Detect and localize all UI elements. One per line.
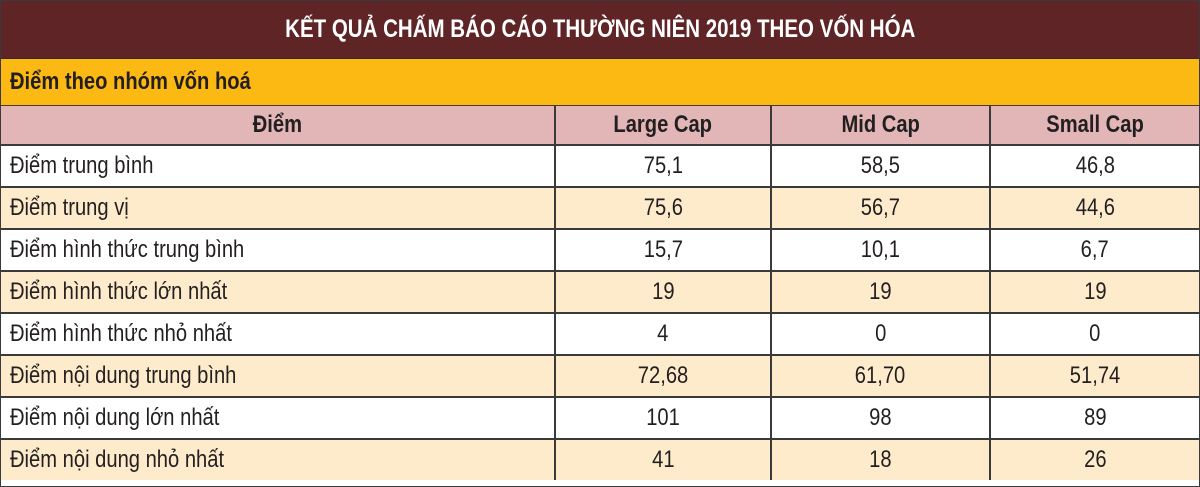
table-row: Điểm hình thức trung bình 15,7 10,1 6,7 [1, 229, 1199, 272]
table-row: Điểm hình thức lớn nhất 19 19 19 [1, 271, 1199, 314]
large-cap-value: 75,6 [555, 187, 772, 230]
large-cap-value: 19 [555, 271, 772, 314]
table-row: Điểm trung bình 75,1 58,5 46,8 [1, 145, 1199, 188]
column-header-score: Điểm [1, 106, 556, 146]
small-cap-value: 0 [990, 313, 1199, 356]
row-label: Điểm nội dung trung bình [1, 355, 556, 398]
mid-cap-value: 10,1 [771, 229, 991, 272]
row-label: Điểm hình thức nhỏ nhất [1, 313, 556, 356]
small-cap-value: 6,7 [990, 229, 1199, 272]
mid-cap-value: 58,5 [771, 145, 991, 188]
table-subtitle-text: Điểm theo nhóm vốn hoá [10, 68, 251, 95]
large-cap-value: 72,68 [555, 355, 772, 398]
table-title: KẾT QUẢ CHẤM BÁO CÁO THƯỜNG NIÊN 2019 TH… [1, 1, 1199, 59]
table-row: Điểm nội dung lớn nhất 101 98 89 [1, 397, 1199, 440]
large-cap-value: 4 [555, 313, 772, 356]
small-cap-value: 26 [990, 439, 1199, 480]
small-cap-value: 44,6 [990, 187, 1199, 230]
row-label: Điểm hình thức trung bình [1, 229, 556, 272]
table-row: Điểm nội dung trung bình 72,68 61,70 51,… [1, 355, 1199, 398]
mid-cap-value: 98 [771, 397, 991, 440]
mid-cap-value: 56,7 [771, 187, 991, 230]
small-cap-value: 19 [990, 271, 1199, 314]
mid-cap-value: 19 [771, 271, 991, 314]
row-label: Điểm nội dung lớn nhất [1, 397, 556, 440]
score-table: Điểm Large Cap Mid Cap Small Cap Điểm tr… [1, 106, 1199, 480]
table-row: Điểm trung vị 75,6 56,7 44,6 [1, 187, 1199, 230]
table-subtitle: Điểm theo nhóm vốn hoá [1, 59, 1199, 106]
column-header-small-cap: Small Cap [990, 106, 1199, 146]
table-row: Điểm nội dung nhỏ nhất 41 18 26 [1, 439, 1199, 480]
header-row: Điểm Large Cap Mid Cap Small Cap [1, 106, 1199, 146]
row-label: Điểm nội dung nhỏ nhất [1, 439, 556, 480]
large-cap-value: 75,1 [555, 145, 772, 188]
table-row: Điểm hình thức nhỏ nhất 4 0 0 [1, 313, 1199, 356]
mid-cap-value: 61,70 [771, 355, 991, 398]
mid-cap-value: 18 [771, 439, 991, 480]
column-header-large-cap: Large Cap [555, 106, 772, 146]
large-cap-value: 41 [555, 439, 772, 480]
large-cap-value: 101 [555, 397, 772, 440]
row-label: Điểm trung vị [1, 187, 556, 230]
small-cap-value: 46,8 [990, 145, 1199, 188]
small-cap-value: 51,74 [990, 355, 1199, 398]
small-cap-value: 89 [990, 397, 1199, 440]
mid-cap-value: 0 [771, 313, 991, 356]
table-title-text: KẾT QUẢ CHẤM BÁO CÁO THƯỜNG NIÊN 2019 TH… [284, 15, 916, 43]
row-label: Điểm trung bình [1, 145, 556, 188]
column-header-mid-cap: Mid Cap [771, 106, 991, 146]
row-label: Điểm hình thức lớn nhất [1, 271, 556, 314]
large-cap-value: 15,7 [555, 229, 772, 272]
